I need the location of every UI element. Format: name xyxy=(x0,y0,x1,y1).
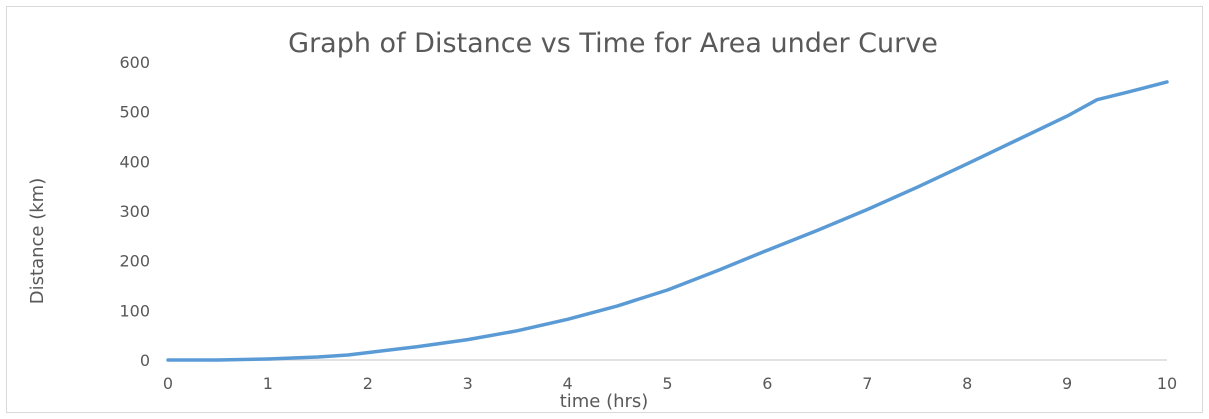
y-tick-label: 400 xyxy=(119,152,150,171)
x-tick-label: 1 xyxy=(263,374,273,393)
y-tick-label: 0 xyxy=(140,351,150,370)
x-tick-label: 10 xyxy=(1157,374,1177,393)
series-line-distance xyxy=(166,80,1169,362)
y-axis-tick-labels: 0 100 200 300 400 500 600 xyxy=(119,53,150,370)
y-axis-title: Distance (km) xyxy=(27,178,48,304)
x-axis-tick-labels: 0 1 2 3 4 5 6 7 8 9 10 xyxy=(163,374,1177,393)
x-tick-label: 0 xyxy=(163,374,173,393)
y-tick-label: 300 xyxy=(119,202,150,221)
x-tick-label: 4 xyxy=(563,374,573,393)
y-tick-label: 600 xyxy=(119,53,150,72)
line-chart: Graph of Distance vs Time for Area under… xyxy=(27,28,1177,412)
y-tick-label: 500 xyxy=(119,103,150,122)
x-tick-label: 3 xyxy=(463,374,473,393)
chart-title: Graph of Distance vs Time for Area under… xyxy=(288,28,938,59)
x-tick-label: 8 xyxy=(962,374,972,393)
chart-area: Graph of Distance vs Time for Area under… xyxy=(6,6,1203,413)
x-tick-label: 2 xyxy=(363,374,373,393)
y-tick-label: 200 xyxy=(119,252,150,271)
x-tick-label: 6 xyxy=(762,374,772,393)
x-tick-label: 7 xyxy=(862,374,872,393)
x-tick-label: 9 xyxy=(1062,374,1072,393)
y-tick-label: 100 xyxy=(119,301,150,320)
x-axis-title: time (hrs) xyxy=(560,391,649,412)
x-tick-label: 5 xyxy=(662,374,672,393)
